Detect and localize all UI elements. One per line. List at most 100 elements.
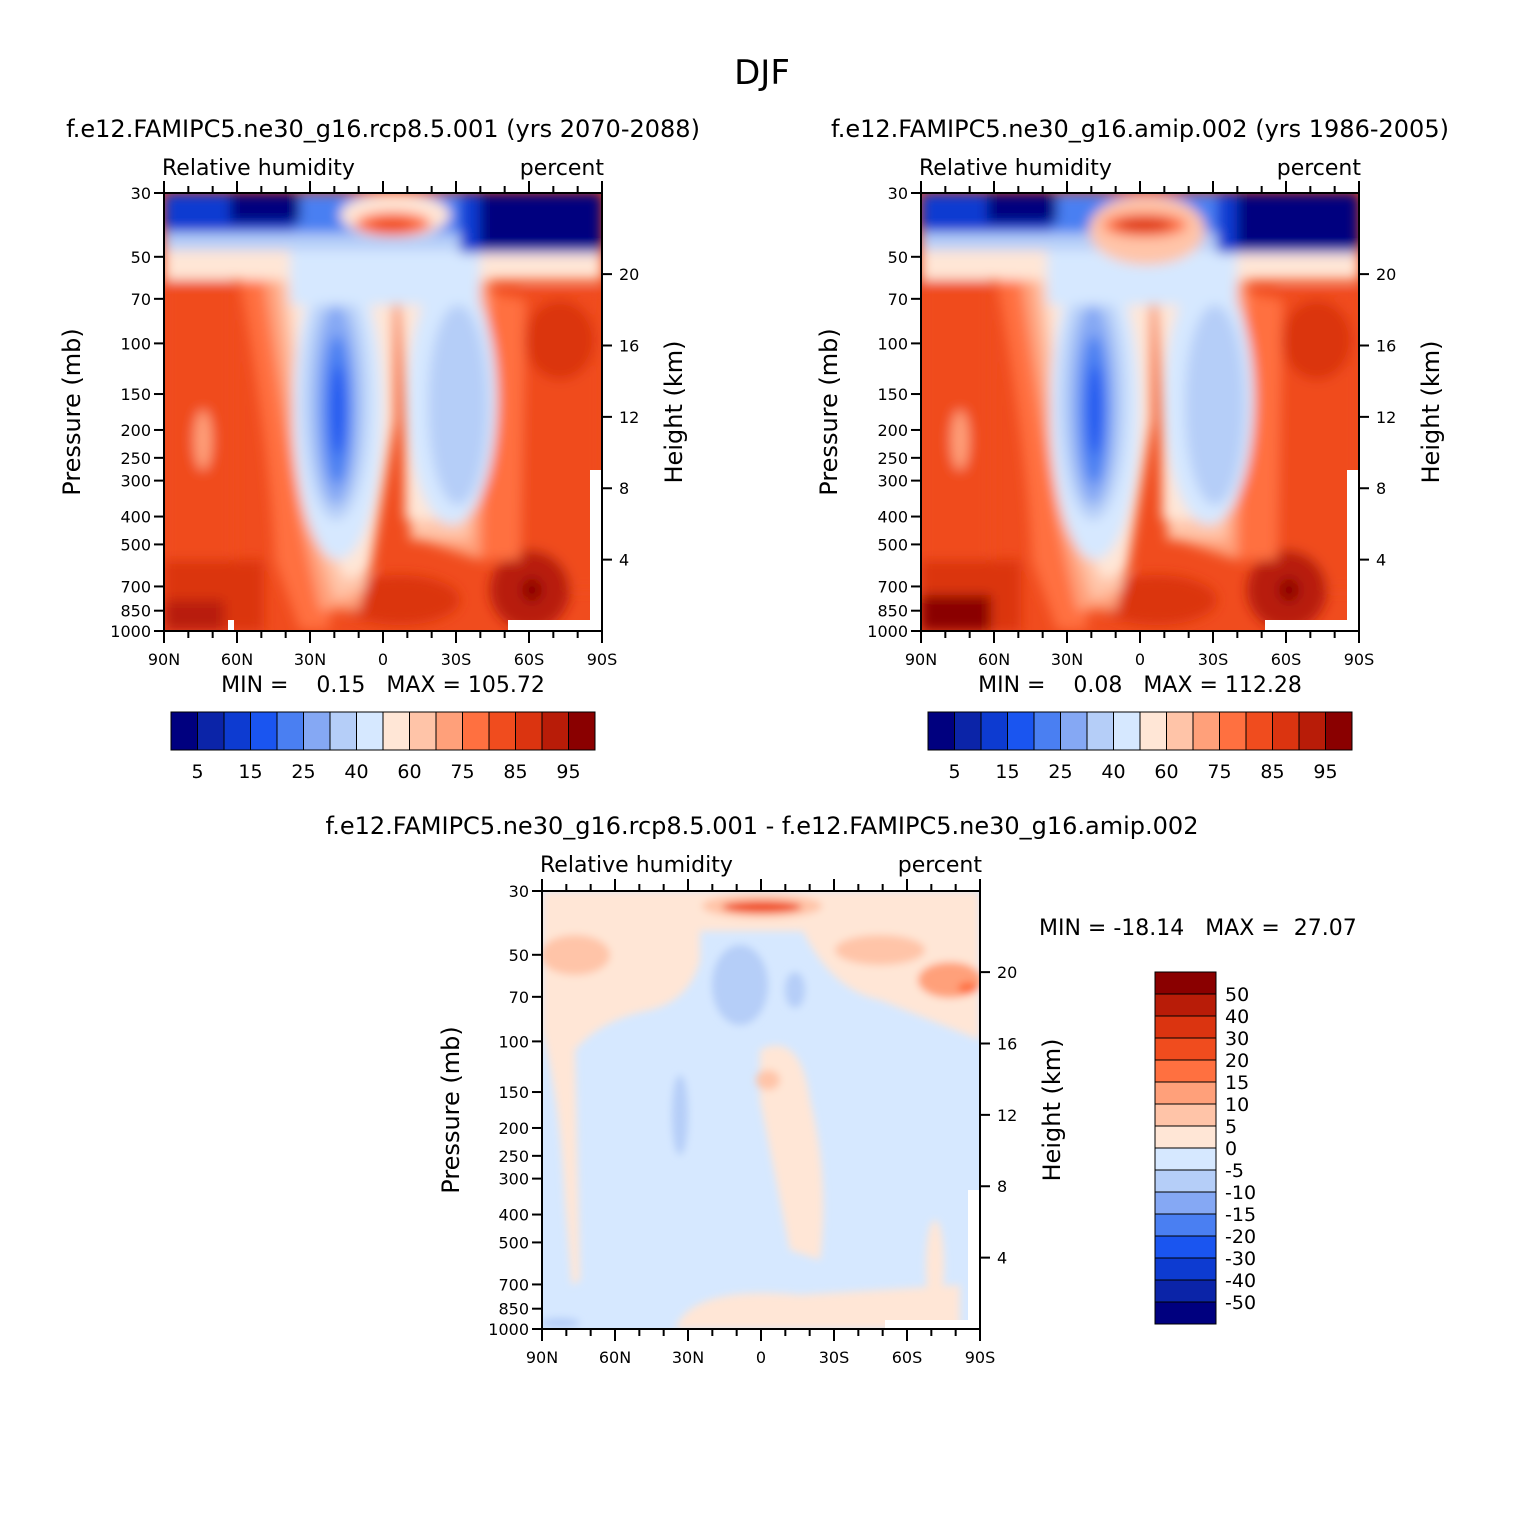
- colorbar-label: 95: [556, 761, 580, 783]
- diff-colorbar-label: -30: [1225, 1248, 1256, 1270]
- diff-colorbar-label: -50: [1225, 1292, 1256, 1314]
- panel-2-min-max: MIN = 0.08 MAX = 112.28: [978, 673, 1302, 698]
- axis-ticks-layer: 3050701001502002503004005007008501000201…: [110, 181, 1396, 1367]
- diff-colorbar-swatch: [1154, 993, 1217, 1017]
- latitude-tick-label: 60S: [514, 650, 545, 669]
- pressure-tick-label: 1000: [110, 622, 151, 641]
- colorbar-swatch: [515, 711, 543, 751]
- panel-2-units-label: percent: [1277, 156, 1362, 181]
- diff-colorbar-swatch: [1154, 1059, 1217, 1083]
- pressure-tick-label: 50: [888, 248, 908, 267]
- colorbar-swatch: [1033, 711, 1061, 751]
- panel-1: Relative humidity percent: [162, 156, 605, 632]
- colorbar-swatch: [1219, 711, 1247, 751]
- panel-1-variable-label: Relative humidity: [162, 156, 355, 181]
- latitude-tick-label: 90S: [1344, 650, 1375, 669]
- colorbar-swatch: [568, 711, 596, 751]
- pressure-tick-label: 700: [120, 577, 151, 596]
- latitude-tick-label: 60N: [599, 1348, 631, 1367]
- diff-colorbar-swatch: [1154, 1169, 1217, 1193]
- pressure-tick-label: 150: [120, 385, 151, 404]
- colorbar-swatch: [356, 711, 384, 751]
- colorbar-swatch: [1113, 711, 1141, 751]
- panel-1-title: f.e12.FAMIPC5.ne30_g16.rcp8.5.001 (yrs 2…: [66, 115, 700, 143]
- pressure-tick-label: 70: [888, 290, 908, 309]
- colorbar-swatch: [303, 711, 331, 751]
- diff-colorbar-swatch: [1154, 1015, 1217, 1039]
- height-tick-label: 12: [1376, 408, 1396, 427]
- pressure-tick-label: 100: [498, 1032, 529, 1051]
- diff-colorbar-label: 15: [1225, 1072, 1249, 1094]
- colorbar-swatch: [329, 711, 357, 751]
- colorbar-label: 25: [1048, 761, 1072, 783]
- panel-3-variable-label: Relative humidity: [540, 853, 733, 878]
- latitude-tick-label: 30N: [294, 650, 326, 669]
- colorbar-swatch: [1325, 711, 1353, 751]
- latitude-tick-label: 0: [1135, 650, 1145, 669]
- diff-colorbar-swatch: [1154, 1235, 1217, 1259]
- latitude-tick-label: 90N: [905, 650, 937, 669]
- colorbar-label: 75: [1207, 761, 1231, 783]
- pressure-tick-label: 200: [120, 421, 151, 440]
- pressure-tick-label: 300: [120, 472, 151, 491]
- height-tick-label: 16: [997, 1034, 1017, 1053]
- latitude-tick-label: 0: [378, 650, 388, 669]
- diff-colorbar-swatch: [1154, 971, 1217, 995]
- diff-colorbar-swatch: [1154, 1301, 1217, 1325]
- diff-colorbar-label: 30: [1225, 1028, 1249, 1050]
- panel-3-min-max: MIN = -18.14 MAX = 27.07: [1039, 916, 1357, 941]
- panel-1-y-axis-label: Pressure (mb): [58, 328, 86, 495]
- pressure-tick-label: 500: [877, 535, 908, 554]
- colorbar-swatch: [1192, 711, 1220, 751]
- colorbar-label: 5: [191, 761, 203, 783]
- latitude-tick-label: 90S: [965, 1348, 996, 1367]
- colorbar-swatch: [488, 711, 516, 751]
- latitude-tick-label: 30S: [1198, 650, 1229, 669]
- colorbar-label: 15: [238, 761, 262, 783]
- height-tick-label: 4: [997, 1249, 1007, 1268]
- panel-3-field: [542, 891, 980, 1329]
- latitude-tick-label: 30N: [1051, 650, 1083, 669]
- pressure-tick-label: 30: [131, 184, 151, 203]
- height-tick-label: 8: [619, 479, 629, 498]
- diff-colorbar-label: 0: [1225, 1138, 1237, 1160]
- pressure-tick-label: 200: [498, 1119, 529, 1138]
- panel-1-units-label: percent: [520, 156, 605, 181]
- panel-2-variable-label: Relative humidity: [919, 156, 1112, 181]
- diff-colorbar-label: 10: [1225, 1094, 1249, 1116]
- diff-colorbar-label: -10: [1225, 1182, 1256, 1204]
- height-tick-label: 4: [619, 551, 629, 570]
- height-tick-label: 16: [1376, 336, 1396, 355]
- colorbar-swatch: [541, 711, 569, 751]
- height-tick-label: 4: [1376, 551, 1386, 570]
- pressure-tick-label: 300: [498, 1170, 529, 1189]
- diff-colorbar-label: -5: [1225, 1160, 1244, 1182]
- colorbar-label: 5: [948, 761, 960, 783]
- pressure-tick-label: 1000: [867, 622, 908, 641]
- pressure-tick-label: 400: [120, 508, 151, 527]
- pressure-tick-label: 50: [509, 946, 529, 965]
- colorbar-swatch: [382, 711, 410, 751]
- pressure-tick-label: 500: [120, 535, 151, 554]
- panel-2-y-axis-label: Pressure (mb): [815, 328, 843, 495]
- diff-colorbar-swatch: [1154, 1147, 1217, 1171]
- colorbar-label: 85: [503, 761, 527, 783]
- diff-colorbar-swatch: [1154, 1103, 1217, 1127]
- colorbar-swatch: [980, 711, 1008, 751]
- colorbar-label: 85: [1260, 761, 1284, 783]
- pressure-tick-label: 400: [877, 508, 908, 527]
- panel-3-y2-axis-label: Height (km): [1038, 1039, 1066, 1182]
- colorbar-label: 60: [397, 761, 421, 783]
- pressure-tick-label: 250: [498, 1147, 529, 1166]
- pressure-tick-label: 100: [120, 334, 151, 353]
- pressure-tick-label: 200: [877, 421, 908, 440]
- panel-1-field: [164, 193, 602, 631]
- colorbar-swatch: [250, 711, 278, 751]
- pressure-tick-label: 100: [877, 334, 908, 353]
- panel-2-title: f.e12.FAMIPC5.ne30_g16.amip.002 (yrs 198…: [831, 115, 1449, 143]
- diff-colorbar-swatch: [1154, 1257, 1217, 1281]
- panel-1-min-max: MIN = 0.15 MAX = 105.72: [221, 673, 545, 698]
- pressure-tick-label: 850: [498, 1300, 529, 1319]
- height-tick-label: 8: [997, 1177, 1007, 1196]
